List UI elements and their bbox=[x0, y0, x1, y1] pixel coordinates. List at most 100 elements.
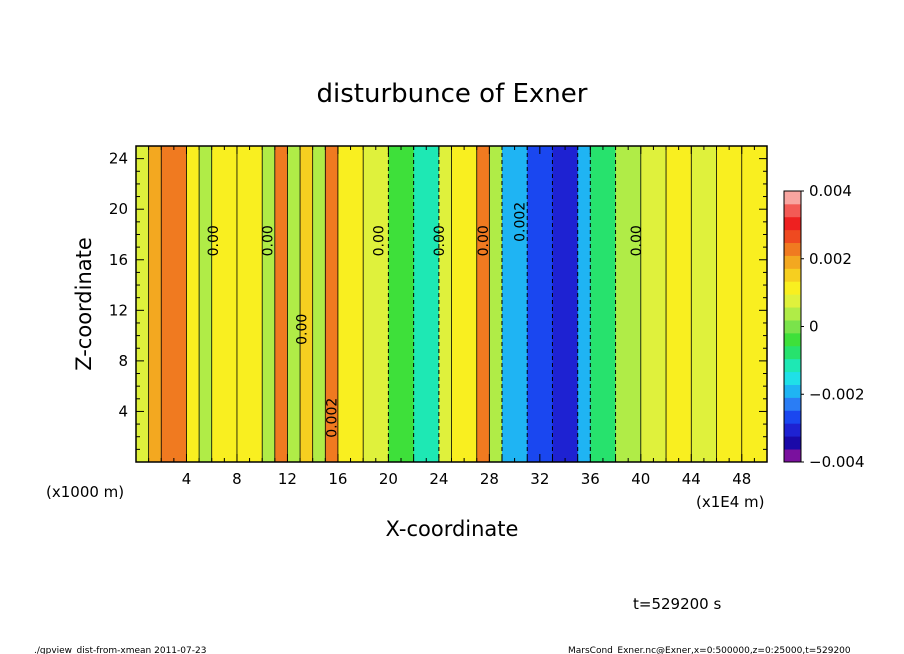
x-tick-label-7: 32 bbox=[530, 470, 549, 488]
x-tick-label-0: 4 bbox=[182, 470, 192, 488]
colorbar-swatch-17 bbox=[784, 229, 801, 244]
heatmap-column-12 bbox=[325, 146, 339, 462]
colorbar-tick-label-0: 0.004 bbox=[809, 182, 852, 200]
heatmap-column-7 bbox=[262, 146, 276, 462]
colorbar-swatch-15 bbox=[784, 255, 801, 269]
heatmap-column-8 bbox=[274, 146, 289, 462]
x-tick-label-11: 48 bbox=[732, 470, 751, 488]
footer-left: ./gpview_dist-from-xmean 2011-07-23 bbox=[34, 646, 206, 654]
colorbar-swatch-0 bbox=[784, 449, 801, 463]
colorbar-swatch-7 bbox=[784, 358, 801, 373]
heatmap-column-5 bbox=[211, 146, 238, 462]
colorbar-swatch-9 bbox=[784, 332, 801, 347]
x-tick-label-6: 28 bbox=[480, 470, 499, 488]
colorbar-swatch-6 bbox=[784, 371, 801, 385]
heatmap-column-2 bbox=[161, 146, 188, 462]
colorbar-swatch-10 bbox=[784, 320, 801, 334]
colorbar-swatch-2 bbox=[784, 423, 801, 437]
heatmap-column-17 bbox=[438, 146, 453, 462]
contour-label-3: 0.002 bbox=[325, 398, 341, 438]
x-tick-label-9: 40 bbox=[631, 470, 650, 488]
heatmap-column-31 bbox=[741, 146, 768, 462]
colorbar-swatch-20 bbox=[784, 191, 801, 205]
contour-label-8: 0.00 bbox=[629, 225, 645, 256]
time-annotation: t=529200 s bbox=[633, 595, 721, 613]
heatmap-column-0 bbox=[136, 146, 150, 462]
contour-label-5: 0.00 bbox=[432, 225, 448, 256]
heatmap-column-14 bbox=[363, 146, 389, 462]
heatmap-column-4 bbox=[199, 146, 213, 462]
heatmap-column-15 bbox=[388, 146, 415, 462]
heatmap-column-30 bbox=[716, 146, 743, 462]
y-tick-label-1: 8 bbox=[118, 352, 128, 370]
x-axis-label: X-coordinate bbox=[386, 517, 519, 541]
contour-label-0: 0.00 bbox=[206, 225, 222, 256]
colorbar-swatch-8 bbox=[784, 345, 801, 360]
heatmap-column-3 bbox=[186, 146, 200, 462]
x-tick-label-10: 44 bbox=[682, 470, 701, 488]
colorbar-tick-label-2: 0 bbox=[809, 318, 819, 336]
heatmap-fill bbox=[136, 146, 768, 462]
heatmap-column-13 bbox=[337, 146, 364, 462]
heatmap-column-11 bbox=[312, 146, 326, 462]
x-tick-label-8: 36 bbox=[581, 470, 600, 488]
heatmap-column-20 bbox=[489, 146, 503, 462]
y-tick-label-4: 20 bbox=[109, 200, 128, 218]
colorbar-swatch-3 bbox=[784, 410, 801, 424]
heatmap-column-25 bbox=[590, 146, 617, 462]
heatmap-column-26 bbox=[615, 146, 642, 462]
colorbar-labels: 0.004 0.002 0 −0.002 −0.004 bbox=[801, 182, 865, 471]
y-axis-ticks: 4 8 12 16 20 24 bbox=[109, 150, 767, 450]
y-tick-label-3: 16 bbox=[109, 251, 128, 269]
colorbar-tick-label-1: 0.002 bbox=[809, 250, 852, 268]
contour-label-1: 0.00 bbox=[260, 225, 276, 256]
heatmap-column-16 bbox=[413, 146, 440, 462]
heatmap-column-29 bbox=[691, 146, 718, 462]
heatmap-column-23 bbox=[552, 146, 579, 462]
colorbar-swatch-16 bbox=[784, 242, 801, 256]
colorbar-swatch-1 bbox=[784, 436, 801, 450]
heatmap-column-19 bbox=[476, 146, 490, 462]
y-tick-label-2: 12 bbox=[109, 301, 128, 319]
colorbar-swatch-12 bbox=[784, 294, 801, 308]
colorbar-swatch-5 bbox=[784, 384, 801, 398]
colorbar-tick-label-4: −0.004 bbox=[809, 453, 865, 471]
x-tick-label-1: 8 bbox=[232, 470, 242, 488]
chart-title: disturbunce of Exner bbox=[317, 79, 588, 109]
x-axis-ticks: 4 8 12 16 20 24 28 32 36 40 44 48 bbox=[148, 146, 755, 488]
heatmap-column-27 bbox=[640, 146, 667, 462]
x-tick-label-2: 12 bbox=[278, 470, 297, 488]
contour-labels: 0.00 0.00 0.00 0.002 0.00 0.00 0.00 0.002 0.00 bbox=[206, 202, 645, 438]
heatmap-column-10 bbox=[300, 146, 314, 462]
heatmap-column-22 bbox=[527, 146, 554, 462]
contour-label-6: 0.00 bbox=[476, 225, 492, 256]
colorbar-tick-label-3: −0.002 bbox=[809, 385, 865, 403]
x-tick-label-5: 24 bbox=[429, 470, 448, 488]
colorbar-swatch-13 bbox=[784, 281, 801, 295]
colorbar-swatch-4 bbox=[784, 397, 801, 411]
heatmap-column-1 bbox=[148, 146, 162, 462]
contour-lines bbox=[148, 146, 743, 462]
x-unit-right: (x1E4 m) bbox=[696, 493, 765, 511]
y-axis-label: Z-coordinate bbox=[72, 237, 96, 371]
footer-right: MarsCond_Exner.nc@Exner,x=0:500000,z=0:2… bbox=[568, 646, 851, 654]
x-tick-label-3: 16 bbox=[328, 470, 347, 488]
y-tick-label-0: 4 bbox=[118, 402, 128, 420]
colorbar-swatch-19 bbox=[784, 203, 801, 218]
heatmap-column-9 bbox=[287, 146, 301, 462]
colorbar bbox=[783, 190, 802, 463]
colorbar-swatch-11 bbox=[784, 307, 801, 321]
heatmap-column-18 bbox=[451, 146, 478, 462]
x-unit-left: (x1000 m) bbox=[46, 483, 124, 501]
heatmap-column-28 bbox=[666, 146, 692, 462]
heatmap-column-6 bbox=[236, 146, 263, 462]
colorbar-swatch-14 bbox=[784, 268, 801, 282]
contour-label-7: 0.002 bbox=[513, 202, 529, 242]
x-tick-label-4: 20 bbox=[379, 470, 398, 488]
y-tick-label-5: 24 bbox=[109, 150, 128, 168]
colorbar-swatch-18 bbox=[784, 216, 801, 231]
heatmap-column-21 bbox=[501, 146, 528, 462]
heatmap-column-24 bbox=[577, 146, 591, 462]
contour-label-2: 0.00 bbox=[294, 314, 310, 345]
